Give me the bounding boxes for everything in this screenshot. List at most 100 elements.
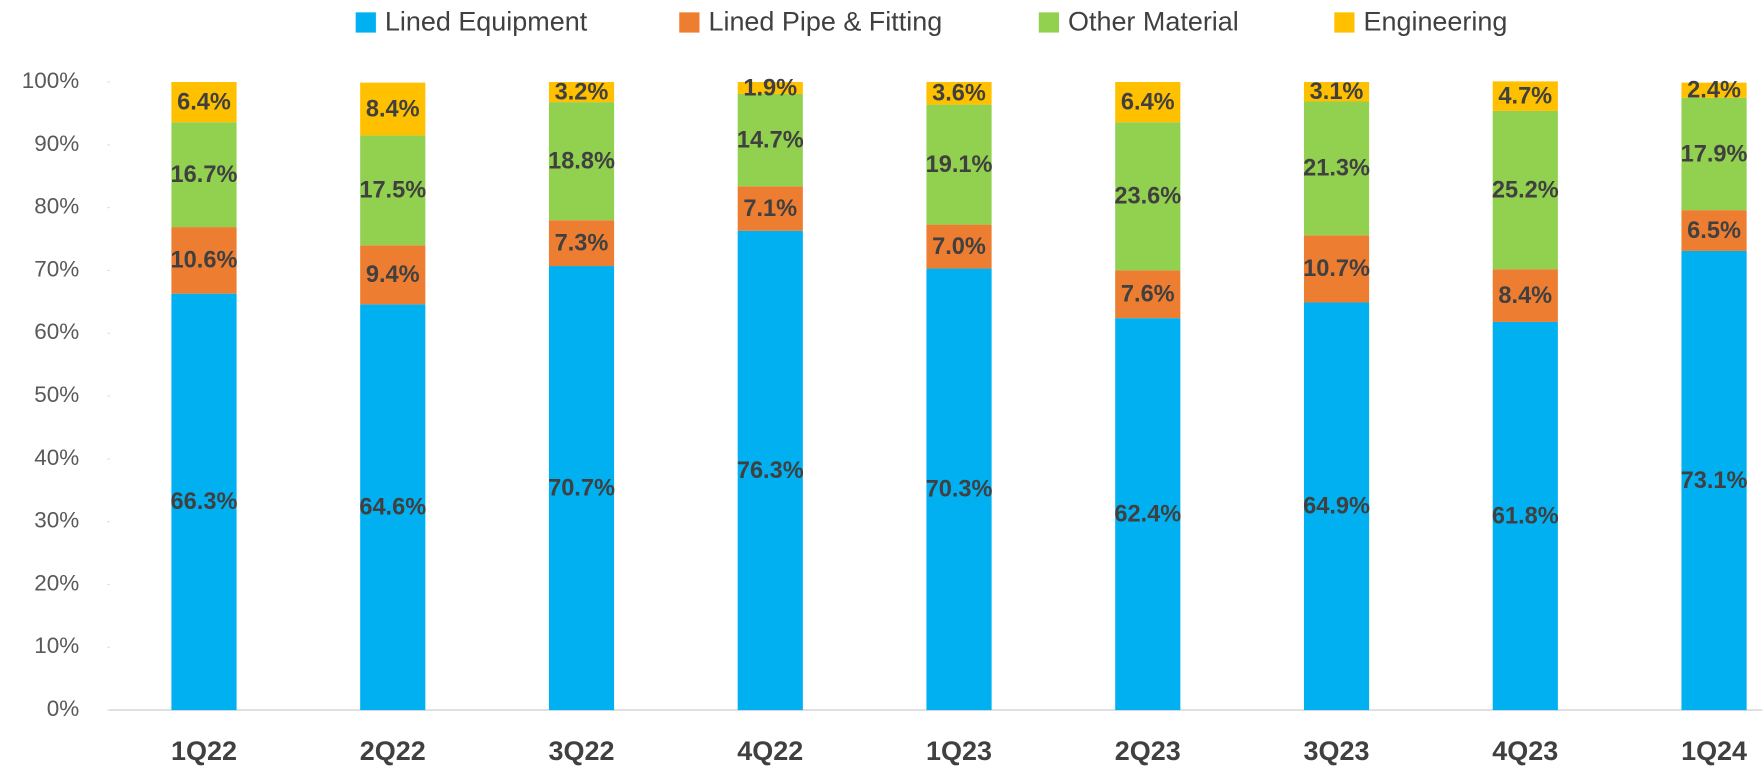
- data-label: 6.5%: [1687, 217, 1741, 243]
- legend-label: Engineering: [1364, 7, 1508, 37]
- bar-segment: [171, 82, 237, 123]
- bar-segment: [1303, 302, 1370, 711]
- y-tick-label: 10%: [34, 633, 79, 658]
- y-tick-label: 90%: [34, 131, 79, 156]
- x-tick-label: 3Q23: [1304, 736, 1370, 766]
- data-label: 8.4%: [1498, 282, 1552, 308]
- data-label: 3.1%: [1310, 78, 1364, 104]
- data-label: 19.1%: [926, 151, 993, 177]
- bar-segment: [926, 82, 992, 105]
- data-label: 3.2%: [555, 78, 609, 104]
- data-label: 61.8%: [1492, 502, 1559, 528]
- bar-segment: [360, 304, 426, 711]
- bar-segment: [171, 122, 237, 228]
- data-label: 9.4%: [366, 261, 420, 287]
- x-tick-label: 2Q22: [360, 736, 426, 766]
- y-tick-label: 50%: [34, 382, 79, 407]
- bar-segment: [737, 82, 803, 94]
- data-label: 10.7%: [1303, 255, 1370, 281]
- y-tick-label: 100%: [22, 68, 79, 93]
- data-label: 6.4%: [177, 88, 231, 114]
- data-label: 64.9%: [1303, 493, 1370, 519]
- bar-segment: [548, 82, 615, 103]
- data-label: 7.3%: [555, 229, 609, 255]
- bar-segment: [1115, 270, 1181, 319]
- bar-segment: [360, 245, 426, 305]
- bar-segment: [926, 224, 992, 269]
- data-label: 14.7%: [737, 126, 804, 152]
- bar-segment: [1681, 250, 1747, 711]
- bar-segment: [548, 102, 615, 221]
- bar-segment: [1492, 269, 1558, 322]
- data-label: 16.7%: [171, 161, 238, 187]
- data-label: 3.6%: [932, 80, 986, 106]
- x-tick-label: 2Q23: [1115, 736, 1181, 766]
- data-label: 70.3%: [926, 476, 993, 502]
- y-tick-label: 70%: [34, 256, 79, 281]
- data-label: 6.4%: [1121, 88, 1175, 114]
- x-tick-label: 3Q22: [549, 736, 615, 766]
- y-tick-label: 30%: [34, 508, 79, 533]
- data-label: 10.6%: [171, 247, 238, 273]
- data-label: 23.6%: [1114, 183, 1181, 209]
- data-label: 17.9%: [1681, 140, 1748, 166]
- y-tick-label: 80%: [34, 194, 79, 219]
- bar-segment: [1681, 82, 1747, 98]
- data-label: 7.6%: [1121, 281, 1175, 307]
- legend-swatch: [679, 12, 700, 33]
- legend-label: Lined Pipe & Fitting: [708, 7, 942, 37]
- data-label: 8.4%: [366, 95, 420, 121]
- bar-segment: [171, 293, 237, 711]
- bar-segment: [1492, 321, 1558, 711]
- bar-segment: [1492, 81, 1558, 111]
- data-label: 7.1%: [743, 195, 797, 221]
- data-label: 64.6%: [359, 494, 426, 520]
- data-label: 21.3%: [1303, 155, 1370, 181]
- data-label: 25.2%: [1492, 176, 1559, 202]
- bar-segment: [1115, 122, 1181, 271]
- data-label: 73.1%: [1681, 467, 1748, 493]
- bar-segment: [360, 135, 426, 246]
- x-tick-label: 4Q23: [1492, 736, 1558, 766]
- data-label: 4.7%: [1498, 83, 1552, 109]
- data-label: 76.3%: [737, 457, 804, 483]
- y-tick-label: 20%: [34, 570, 79, 595]
- bar-segment: [1303, 82, 1370, 102]
- bar-segment: [1492, 110, 1558, 270]
- bar-segment: [1303, 101, 1370, 236]
- bar-segment: [1681, 97, 1747, 211]
- data-label: 70.7%: [548, 474, 615, 500]
- legend-label: Lined Equipment: [385, 7, 588, 37]
- x-tick-label: 1Q23: [926, 736, 992, 766]
- data-label: 62.4%: [1114, 500, 1181, 526]
- bar-segment: [548, 266, 615, 711]
- x-tick-label: 1Q22: [171, 736, 237, 766]
- y-tick-label: 40%: [34, 445, 79, 470]
- legend-swatch: [1334, 12, 1355, 33]
- bar-segment: [360, 82, 426, 136]
- bar-segment: [926, 104, 992, 225]
- data-label: 18.8%: [548, 148, 615, 174]
- data-label: 17.5%: [359, 177, 426, 203]
- data-label: 1.9%: [743, 74, 797, 100]
- bar-segment: [1303, 235, 1370, 303]
- data-label: 2.4%: [1687, 77, 1741, 103]
- y-tick-label: 0%: [47, 696, 79, 721]
- x-tick-label: 1Q24: [1681, 736, 1747, 766]
- x-tick-label: 4Q22: [737, 736, 803, 766]
- bar-segment: [737, 230, 803, 711]
- data-label: 7.0%: [932, 233, 986, 259]
- legend-swatch: [1038, 12, 1060, 33]
- bar-segment: [737, 186, 803, 231]
- bar-segment: [1115, 318, 1181, 711]
- bar-segment: [171, 227, 237, 294]
- bar-segment: [1681, 210, 1747, 251]
- data-label: 66.3%: [171, 488, 238, 514]
- y-tick-label: 60%: [34, 319, 79, 344]
- bar-segment: [737, 93, 803, 187]
- legend-label: Other Material: [1068, 7, 1239, 37]
- legend-swatch: [355, 12, 376, 33]
- bar-segment: [1115, 82, 1181, 123]
- bar-segment: [926, 268, 992, 711]
